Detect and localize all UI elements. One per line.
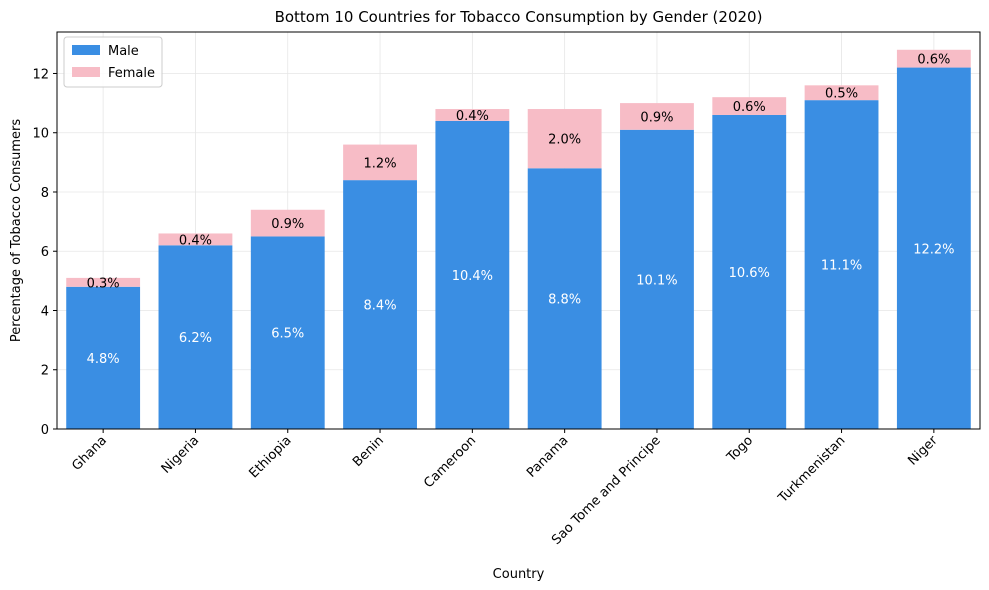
bar-label-female: 0.4% (179, 233, 212, 248)
bar-label-male: 6.5% (271, 327, 304, 342)
plot-frame (56, 31, 981, 430)
bar-label-male: 4.8% (87, 352, 120, 367)
x-tick-label: Ghana (69, 433, 110, 474)
y-tick-label: 8 (41, 186, 49, 201)
y-tick-label: 12 (32, 67, 49, 82)
bar-male (343, 180, 417, 429)
x-axis-title: Country (493, 567, 545, 582)
bar-female (250, 209, 325, 237)
x-tick-label: Togo (724, 433, 756, 465)
bar-female (343, 144, 417, 181)
bar-label-male: 10.6% (729, 266, 770, 281)
x-tick-label: Sao Tome and Principe (549, 433, 664, 548)
bar-female (66, 277, 141, 287)
bar-female (896, 49, 971, 68)
y-tick-label: 6 (41, 245, 49, 260)
legend-label-female: Female (108, 66, 155, 81)
x-tick-label: Benin (350, 433, 387, 470)
bar-male (712, 114, 787, 429)
x-tick-label: Panama (524, 433, 571, 480)
bar-label-male: 8.8% (548, 293, 581, 308)
bar-female (435, 109, 510, 121)
bar-label-male: 6.2% (179, 331, 212, 346)
bar-label-female: 0.3% (87, 276, 120, 291)
bar-value-labels: 4.8% 0.3% 6.2% 0.4% 6.5% 0.9% 8.4% 1.2% 10.4% 0.4… (87, 53, 955, 367)
legend-label-male: Male (108, 44, 139, 59)
chart-title: Bottom 10 Countries for Tobacco Consumpt… (275, 8, 763, 26)
bar-male (896, 67, 971, 429)
bar-label-male: 10.4% (452, 269, 493, 284)
bar-label-female: 2.0% (548, 133, 581, 148)
bar-label-female: 0.6% (917, 53, 950, 68)
bar-female (158, 233, 233, 246)
bar-male (527, 168, 602, 430)
x-tick-label: Cameroon (421, 433, 479, 491)
bar-male (158, 245, 233, 429)
legend-swatch-male (72, 45, 100, 55)
x-tick-label: Turkmenistan (775, 433, 848, 506)
y-tick-label: 2 (41, 364, 49, 379)
y-tick-label: 10 (32, 127, 49, 142)
bar-male (435, 120, 510, 429)
bar-label-male: 10.1% (636, 273, 677, 288)
bar-label-female: 0.9% (640, 110, 673, 125)
bar-label-female: 0.5% (825, 87, 858, 102)
y-tick-label: 0 (41, 423, 49, 438)
bar-label-female: 0.6% (733, 100, 766, 115)
legend-swatch-female (72, 67, 100, 77)
legend: Male Female (63, 36, 163, 88)
bar-label-female: 1.2% (364, 156, 397, 171)
bars (66, 49, 971, 430)
bar-female (620, 103, 694, 130)
bar-male (66, 286, 141, 429)
x-tick-label: Nigeria (159, 433, 202, 476)
x-tick-label: Ethiopia (247, 433, 295, 481)
bar-label-male: 8.4% (364, 299, 397, 314)
bar-label-female: 0.9% (271, 217, 304, 232)
bar-female (712, 97, 787, 115)
bar-male (804, 100, 879, 430)
bar-male (620, 129, 694, 429)
x-tick-label: Niger (905, 433, 941, 469)
bar-label-female: 0.4% (456, 109, 489, 124)
bar-male (250, 236, 325, 429)
bar-label-male: 12.2% (913, 242, 954, 257)
y-tick-label: 4 (41, 304, 49, 319)
bar-female (527, 109, 602, 169)
y-axis-title: Percentage of Tobacco Consumers (9, 119, 24, 342)
bar-label-male: 11.1% (821, 259, 862, 274)
bar-female (804, 85, 879, 101)
